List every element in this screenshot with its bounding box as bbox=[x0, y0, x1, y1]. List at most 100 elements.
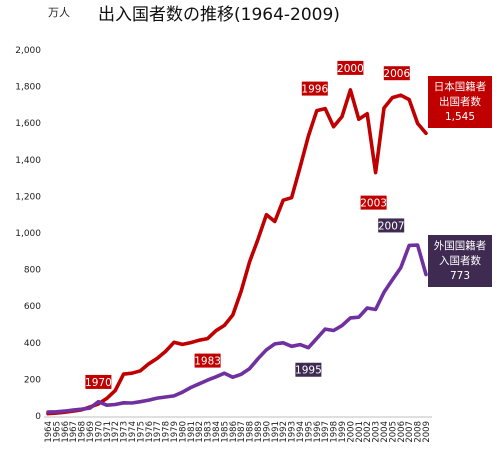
series-line-foreign-arrivals bbox=[46, 243, 428, 414]
x-tick-label: 1972 bbox=[111, 421, 121, 443]
y-tick-label: 200 bbox=[24, 375, 41, 385]
annotation-1995: 1995 bbox=[294, 361, 323, 378]
y-tick-labels: 0 200 400 600 800 1,000 1,200 1,400 1,600 1,800 2,… bbox=[15, 46, 41, 422]
data-annotations: 1970 1983 1996 2000 2003 2006 1995 2007 bbox=[84, 59, 411, 390]
annotation-box bbox=[300, 80, 329, 97]
annotation-1996: 1996 bbox=[300, 80, 329, 97]
x-tick-label: 1990 bbox=[262, 421, 272, 443]
legend-text-line: 出国者数 bbox=[439, 95, 481, 108]
x-tick-label: 1970 bbox=[94, 421, 104, 443]
chart-title: 出入国者数の推移(1964-2009) bbox=[98, 5, 340, 25]
x-tick-label: 1994 bbox=[296, 421, 306, 443]
x-tick-label: 1998 bbox=[330, 421, 340, 443]
y-tick-label: 1,000 bbox=[15, 229, 41, 239]
y-axis-unit: 万人 bbox=[48, 6, 70, 19]
y-tick-label: 800 bbox=[24, 266, 41, 276]
x-tick-label: 1988 bbox=[246, 421, 256, 443]
x-tick-label: 1984 bbox=[212, 421, 222, 443]
x-tick-label: 2008 bbox=[414, 421, 424, 443]
x-tick-label: 1983 bbox=[204, 421, 214, 443]
x-tick-label: 1995 bbox=[304, 421, 314, 443]
x-tick-label: 2009 bbox=[422, 421, 432, 443]
y-tick-label: 1,800 bbox=[15, 83, 41, 93]
y-tick-label: 600 bbox=[24, 302, 41, 312]
x-tick-label: 1991 bbox=[271, 421, 281, 443]
x-tick-label: 2001 bbox=[355, 421, 365, 443]
x-tick-label: 2005 bbox=[388, 421, 398, 443]
x-tick-label: 1973 bbox=[120, 421, 130, 443]
x-tick-label: 1974 bbox=[128, 421, 138, 443]
annotation-2006: 2006 bbox=[382, 65, 411, 82]
annotation-label: 1995 bbox=[295, 365, 322, 377]
x-tick-label: 1979 bbox=[170, 421, 180, 443]
x-tick-label: 1969 bbox=[86, 421, 96, 443]
annotation-box bbox=[336, 59, 365, 76]
legend-text-line: 外国国籍者 bbox=[434, 239, 487, 252]
x-tick-labels: 1964196519661967196819691970197119721973… bbox=[44, 421, 432, 443]
x-tick-label: 1964 bbox=[44, 421, 54, 443]
x-tick-label: 1977 bbox=[153, 421, 163, 443]
annotation-box bbox=[382, 65, 411, 82]
annotation-2000: 2000 bbox=[336, 59, 365, 76]
x-tick-label: 1989 bbox=[254, 421, 264, 443]
x-tick-label: 1981 bbox=[187, 421, 197, 443]
series-lines bbox=[46, 88, 428, 416]
annotation-box bbox=[84, 373, 113, 390]
annotation-label: 2003 bbox=[360, 198, 387, 210]
x-tick-label: 1967 bbox=[69, 421, 79, 443]
x-tick-label: 1999 bbox=[338, 421, 348, 443]
x-tick-label: 1966 bbox=[61, 421, 71, 443]
x-tick-label: 1976 bbox=[145, 421, 155, 443]
annotation-box bbox=[294, 361, 323, 378]
annotation-box bbox=[359, 194, 388, 211]
x-tick-label: 2000 bbox=[346, 421, 356, 443]
legend-text-line: 1,545 bbox=[445, 111, 475, 123]
annotation-label: 2000 bbox=[337, 63, 364, 75]
x-tick-label: 1980 bbox=[178, 421, 188, 443]
annotation-label: 2006 bbox=[383, 68, 410, 80]
legend-text-line: 入国者数 bbox=[439, 254, 481, 267]
y-tick-label: 0 bbox=[35, 412, 41, 422]
y-tick-label: 2,000 bbox=[15, 46, 41, 56]
x-tick-label: 2007 bbox=[405, 421, 415, 443]
x-tick-label: 2006 bbox=[397, 421, 407, 443]
annotation-box bbox=[377, 217, 406, 234]
y-tick-label: 1,600 bbox=[15, 119, 41, 129]
annotation-label: 1970 bbox=[85, 377, 112, 389]
annotation-label: 1983 bbox=[194, 356, 221, 368]
y-tick-label: 1,400 bbox=[15, 156, 41, 166]
annotation-2003: 2003 bbox=[359, 194, 388, 211]
x-tick-label: 1985 bbox=[220, 421, 230, 443]
x-tick-label: 1992 bbox=[279, 421, 289, 443]
legend-text-line: 773 bbox=[450, 270, 470, 282]
x-tick-label: 1997 bbox=[321, 421, 331, 443]
legend-box bbox=[428, 76, 492, 128]
x-tick-label: 1965 bbox=[52, 421, 62, 443]
annotation-2007: 2007 bbox=[377, 217, 406, 234]
legend-box bbox=[428, 235, 492, 287]
x-tick-label: 1978 bbox=[162, 421, 172, 443]
annotation-label: 1996 bbox=[301, 84, 328, 96]
x-tick-label: 1986 bbox=[229, 421, 239, 443]
annotation-box bbox=[193, 352, 222, 369]
annotation-1970: 1970 bbox=[84, 373, 113, 390]
x-tick-label: 2003 bbox=[372, 421, 382, 443]
x-tick-label: 1975 bbox=[136, 421, 146, 443]
y-tick-label: 400 bbox=[24, 339, 41, 349]
x-tick-label: 1982 bbox=[195, 421, 205, 443]
x-tick-label: 2004 bbox=[380, 421, 390, 443]
x-tick-label: 1993 bbox=[288, 421, 298, 443]
x-tick-label: 2002 bbox=[363, 421, 373, 443]
series-line-japanese-departures bbox=[46, 88, 428, 416]
x-tick-label: 1968 bbox=[78, 421, 88, 443]
annotation-label: 2007 bbox=[378, 220, 405, 232]
x-tick-label: 1996 bbox=[313, 421, 323, 443]
y-tick-label: 1,200 bbox=[15, 192, 41, 202]
x-tick-label: 1987 bbox=[237, 421, 247, 443]
annotation-1983: 1983 bbox=[193, 352, 222, 369]
legend-text-line: 日本国籍者 bbox=[434, 80, 487, 93]
